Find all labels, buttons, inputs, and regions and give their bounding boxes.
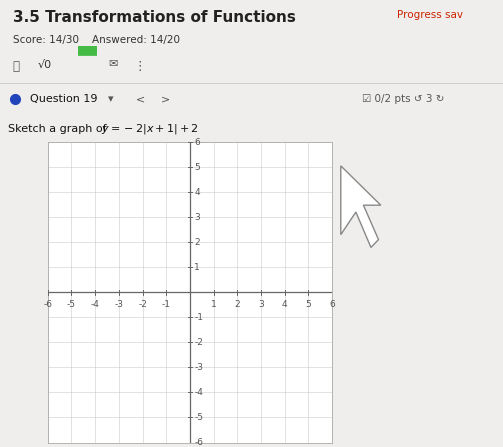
Text: 4: 4 xyxy=(194,188,200,197)
Text: -5: -5 xyxy=(194,413,203,422)
Text: -2: -2 xyxy=(194,338,203,347)
Text: Progress sav: Progress sav xyxy=(397,10,463,20)
Text: >: > xyxy=(161,94,170,105)
FancyBboxPatch shape xyxy=(77,46,98,56)
Text: 2: 2 xyxy=(234,300,240,309)
Text: 4: 4 xyxy=(282,300,287,309)
Text: 3.5 Transformations of Functions: 3.5 Transformations of Functions xyxy=(13,10,295,25)
Text: ⎙: ⎙ xyxy=(13,59,20,72)
Text: 6: 6 xyxy=(329,300,335,309)
Text: -3: -3 xyxy=(114,300,123,309)
Text: ▾: ▾ xyxy=(108,94,114,105)
Text: -1: -1 xyxy=(161,300,171,309)
Text: 5: 5 xyxy=(305,300,311,309)
Text: 3: 3 xyxy=(194,213,200,222)
Text: 5: 5 xyxy=(194,163,200,172)
Text: -2: -2 xyxy=(138,300,147,309)
Text: -3: -3 xyxy=(194,363,203,372)
Text: 6: 6 xyxy=(194,138,200,147)
Text: -6: -6 xyxy=(43,300,52,309)
Text: -5: -5 xyxy=(67,300,76,309)
Polygon shape xyxy=(341,166,381,248)
Text: 2: 2 xyxy=(194,238,200,247)
Text: Score: 14/30    Answered: 14/20: Score: 14/30 Answered: 14/20 xyxy=(13,35,180,45)
Text: -4: -4 xyxy=(91,300,100,309)
Text: 1: 1 xyxy=(194,263,200,272)
Text: √0: √0 xyxy=(38,59,52,70)
Text: ⋮: ⋮ xyxy=(133,59,146,72)
Text: -1: -1 xyxy=(194,313,203,322)
Text: $y = -2|x+1|+2$: $y = -2|x+1|+2$ xyxy=(101,122,199,135)
Text: -6: -6 xyxy=(194,438,203,447)
Text: Sketch a graph of: Sketch a graph of xyxy=(8,123,110,134)
Text: -4: -4 xyxy=(194,388,203,397)
Text: 1: 1 xyxy=(211,300,216,309)
Text: 3: 3 xyxy=(258,300,264,309)
Text: <: < xyxy=(136,94,145,105)
Text: ✉: ✉ xyxy=(108,59,118,70)
Text: ☑ 0/2 pts ↺ 3 ↻: ☑ 0/2 pts ↺ 3 ↻ xyxy=(362,94,445,105)
Text: Question 19: Question 19 xyxy=(30,94,98,105)
